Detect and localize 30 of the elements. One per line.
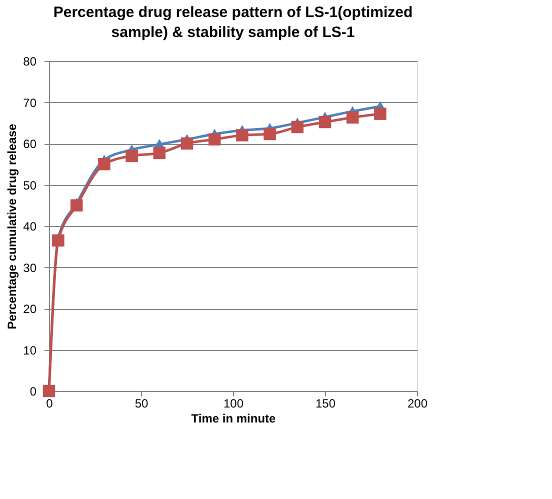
y-tick-label: 70 [23,96,37,110]
y-tick-label: 50 [23,178,37,192]
point [236,129,248,142]
point [264,128,276,140]
chart-title: Percentage drug release pattern of LS-1(optimized sample) & stability sample of LS-1 [53,4,413,41]
point [318,116,332,128]
y-tick-label: 80 [23,54,37,68]
y-axis-title: Percentage cumulative drug release [5,123,20,330]
y-tick-label: 20 [23,302,37,316]
y-tick-label: 60 [23,137,37,151]
x-tick-label: 100 [223,396,244,410]
y-tick-label: 40 [23,220,37,234]
point [98,158,110,170]
point [52,234,64,247]
point [153,146,166,160]
point [346,111,359,124]
point [126,150,138,162]
y-tick-label: 30 [23,260,37,275]
x-tick-label: 150 [315,396,336,410]
x-tick-label: 0 [46,396,54,410]
x-axis-title: Time in minute [191,412,276,426]
point [70,199,83,212]
y-tick-label: 0 [30,384,37,398]
point [291,120,304,134]
y-tick-label: 10 [23,343,37,358]
x-tick-label: 50 [134,396,148,410]
x-tick-label: 200 [407,396,428,410]
point [180,137,194,150]
point [208,133,221,146]
point [374,108,386,120]
